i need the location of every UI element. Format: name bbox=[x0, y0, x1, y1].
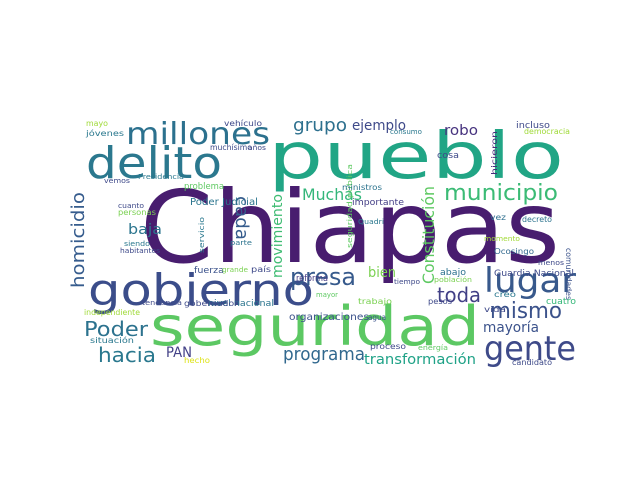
word-programa: programa bbox=[283, 344, 365, 365]
word-creo: creo bbox=[494, 290, 516, 299]
word-pueblo: pueblo bbox=[268, 120, 564, 194]
word-bien: bien bbox=[368, 265, 396, 281]
word-proceso: proceso bbox=[370, 342, 406, 351]
word-seguridad: seguridad bbox=[150, 295, 480, 358]
word-agua: agua bbox=[368, 313, 386, 322]
word-hacia: hacia bbox=[98, 343, 156, 367]
word-consumo: consumo bbox=[390, 128, 422, 136]
word-gobernador: gobernador bbox=[184, 299, 239, 308]
word-cosa: cosa bbox=[437, 151, 459, 161]
word-guardia-nacional: Guardia Nacional bbox=[494, 269, 574, 279]
word-problema: problema bbox=[184, 182, 224, 192]
word-grande: grande bbox=[222, 266, 248, 274]
word-millones: millones bbox=[126, 117, 270, 152]
word-tiempo: tiempo bbox=[394, 278, 420, 286]
word-hecho: hecho bbox=[184, 356, 210, 365]
word-ministros: ministros bbox=[342, 183, 382, 192]
word-movimiento: movimiento bbox=[270, 194, 286, 278]
word-independiente: independiente bbox=[84, 308, 140, 317]
word-robo: robo bbox=[444, 123, 478, 139]
word-vemos: vemos bbox=[104, 177, 130, 185]
word-nivel-nacional: nivel nacional bbox=[208, 299, 274, 309]
word-vida: vida bbox=[484, 305, 506, 314]
word-poder-judicial: Poder Judicial bbox=[190, 197, 258, 208]
word-cada: cada bbox=[231, 196, 252, 240]
cloud-background bbox=[80, 110, 578, 370]
word-chiapas: Chiapas bbox=[140, 169, 560, 286]
word-presidencia: Presidencia bbox=[138, 173, 184, 181]
word-delito: delito bbox=[86, 138, 222, 189]
word-personas: personas bbox=[118, 208, 156, 217]
word-homicidio: homicidio bbox=[68, 192, 89, 288]
word-ejemplo: ejemplo bbox=[352, 118, 406, 134]
word-abajo: abajo bbox=[440, 268, 467, 278]
word-momento: momento bbox=[484, 235, 520, 243]
word-organizaciones: organizaciones bbox=[289, 312, 369, 323]
word-jovenes: jóvenes bbox=[85, 128, 124, 138]
word-constitucion: Constitución bbox=[419, 186, 438, 284]
word-incluso: incluso bbox=[516, 121, 551, 131]
word-siendo: siendo bbox=[124, 240, 150, 248]
word-parte: parte bbox=[230, 239, 252, 247]
word-presa: presa bbox=[290, 263, 356, 291]
word-pan: PAN bbox=[166, 345, 192, 361]
word-energia: energía bbox=[418, 344, 448, 352]
word-cuanto: cuanto bbox=[118, 202, 144, 210]
word-toda: toda bbox=[437, 283, 481, 307]
word-muchas: Muchas bbox=[302, 185, 362, 204]
word-lugar: lugar bbox=[484, 261, 576, 301]
word-gobierno: gobierno bbox=[88, 265, 314, 316]
word-mayo: mayo bbox=[86, 119, 108, 128]
word-trabajo: trabajo bbox=[358, 297, 392, 306]
word-reforma: reforma bbox=[296, 274, 328, 284]
word-seguridad-publica: seguridad pública bbox=[346, 164, 354, 248]
word-fuerza: fuerza bbox=[194, 266, 224, 276]
word-mismo: mismo bbox=[490, 299, 562, 324]
word-decreto: decreto bbox=[522, 215, 552, 224]
word-hicieron: hicieron bbox=[490, 131, 499, 175]
word-mayoria: mayoría bbox=[483, 320, 539, 336]
word-baja: baja bbox=[128, 222, 162, 238]
word-importante: importante bbox=[352, 198, 404, 208]
word-pais: país bbox=[251, 265, 271, 274]
word-poder: Poder bbox=[84, 317, 149, 341]
word-candidato: candidato bbox=[512, 358, 552, 367]
word-vehiculo: vehículo bbox=[224, 119, 262, 128]
word-comunidades: comunidades bbox=[564, 248, 573, 300]
word-vez: vez bbox=[490, 213, 506, 222]
word-transformacion: transformación bbox=[364, 352, 476, 368]
word-quadri: Quadri bbox=[358, 218, 384, 226]
word-tendencia: tendencia bbox=[142, 299, 182, 307]
word-servicio: servicio bbox=[198, 217, 206, 253]
word-cuatro: cuatro bbox=[546, 297, 577, 307]
word-ocosingo: Ocosingo bbox=[494, 247, 534, 256]
word-menos: menos bbox=[538, 259, 564, 267]
word-habitantes: habitantes bbox=[120, 247, 160, 255]
word-democracia: democracia bbox=[524, 127, 570, 136]
word-poblacion: población bbox=[434, 276, 472, 284]
word-muchisimo: muchísimo bbox=[210, 143, 252, 152]
word-pesos: pesos bbox=[428, 297, 452, 306]
word-anos: años bbox=[248, 144, 266, 152]
word-gente: gente bbox=[484, 329, 576, 369]
word-situacion: situación bbox=[90, 335, 134, 345]
word-grupo: grupo bbox=[293, 115, 347, 136]
word-mayor: mayor bbox=[316, 291, 338, 299]
word-municipio: municipio bbox=[444, 181, 558, 206]
